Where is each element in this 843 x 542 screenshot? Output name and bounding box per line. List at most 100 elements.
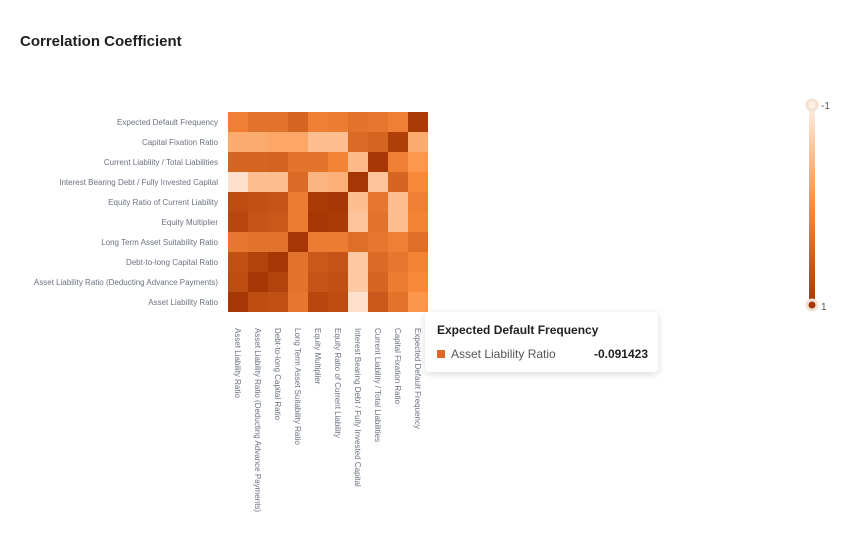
heatmap-cell[interactable] — [308, 232, 328, 252]
heatmap-cell[interactable] — [308, 112, 328, 132]
heatmap-cell[interactable] — [268, 272, 288, 292]
heatmap-cell[interactable] — [408, 112, 428, 132]
heatmap-cell[interactable] — [408, 212, 428, 232]
heatmap-cell[interactable] — [308, 132, 328, 152]
heatmap-cell[interactable] — [328, 292, 348, 312]
heatmap-cell[interactable] — [248, 272, 268, 292]
heatmap-cell[interactable] — [248, 172, 268, 192]
heatmap-cell[interactable] — [308, 252, 328, 272]
heatmap-cell[interactable] — [248, 152, 268, 172]
heatmap-cell[interactable] — [408, 232, 428, 252]
heatmap-cell[interactable] — [408, 152, 428, 172]
heatmap-cell[interactable] — [288, 232, 308, 252]
heatmap-cell[interactable] — [408, 292, 428, 312]
heatmap-cell[interactable] — [268, 292, 288, 312]
heatmap-cell[interactable] — [288, 252, 308, 272]
heatmap-cell[interactable] — [408, 132, 428, 152]
heatmap-cell[interactable] — [248, 192, 268, 212]
heatmap-cell[interactable] — [288, 272, 308, 292]
heatmap-cell[interactable] — [348, 112, 368, 132]
heatmap-cell[interactable] — [288, 172, 308, 192]
heatmap-cell[interactable] — [308, 192, 328, 212]
heatmap-cell[interactable] — [228, 152, 248, 172]
heatmap-cell[interactable] — [288, 112, 308, 132]
heatmap-cell[interactable] — [268, 232, 288, 252]
heatmap-cell[interactable] — [308, 172, 328, 192]
heatmap-cell[interactable] — [328, 132, 348, 152]
heatmap-cell[interactable] — [328, 152, 348, 172]
heatmap-cell[interactable] — [268, 192, 288, 212]
heatmap-cell[interactable] — [348, 252, 368, 272]
heatmap-cell[interactable] — [268, 152, 288, 172]
heatmap-cell[interactable] — [328, 212, 348, 232]
heatmap-cell[interactable] — [388, 192, 408, 212]
heatmap-cell[interactable] — [368, 212, 388, 232]
heatmap-cell[interactable] — [268, 252, 288, 272]
heatmap-cell[interactable] — [348, 172, 368, 192]
heatmap-cell[interactable] — [248, 232, 268, 252]
heatmap-cell[interactable] — [348, 232, 368, 252]
heatmap-cell[interactable] — [368, 232, 388, 252]
heatmap-cell[interactable] — [248, 112, 268, 132]
heatmap-cell[interactable] — [228, 252, 248, 272]
heatmap-cell[interactable] — [268, 172, 288, 192]
heatmap-cell[interactable] — [288, 152, 308, 172]
heatmap-cell[interactable] — [228, 192, 248, 212]
heatmap-cell[interactable] — [328, 192, 348, 212]
heatmap-cell[interactable] — [228, 172, 248, 192]
heatmap-cell[interactable] — [348, 152, 368, 172]
heatmap-cell[interactable] — [248, 212, 268, 232]
heatmap-cell[interactable] — [308, 292, 328, 312]
heatmap-cell[interactable] — [328, 172, 348, 192]
heatmap-cell[interactable] — [228, 292, 248, 312]
heatmap-cell[interactable] — [228, 112, 248, 132]
heatmap-cell[interactable] — [288, 192, 308, 212]
heatmap-cell[interactable] — [228, 212, 248, 232]
heatmap-cell[interactable] — [348, 292, 368, 312]
heatmap-cell[interactable] — [328, 252, 348, 272]
heatmap-cell[interactable] — [328, 232, 348, 252]
heatmap-cell[interactable] — [388, 172, 408, 192]
heatmap-cell[interactable] — [368, 172, 388, 192]
heatmap-cell[interactable] — [368, 252, 388, 272]
heatmap-cell[interactable] — [288, 292, 308, 312]
heatmap-cell[interactable] — [388, 232, 408, 252]
heatmap-cell[interactable] — [408, 272, 428, 292]
heatmap-cell[interactable] — [388, 272, 408, 292]
heatmap-cell[interactable] — [348, 212, 368, 232]
heatmap-cell[interactable] — [348, 132, 368, 152]
heatmap-cell[interactable] — [308, 272, 328, 292]
legend-max-handle[interactable] — [805, 298, 819, 312]
heatmap-cell[interactable] — [408, 192, 428, 212]
heatmap-cell[interactable] — [328, 112, 348, 132]
heatmap-cell[interactable] — [408, 172, 428, 192]
heatmap-cell[interactable] — [308, 152, 328, 172]
heatmap-cell[interactable] — [388, 132, 408, 152]
heatmap-cell[interactable] — [288, 132, 308, 152]
heatmap-cell[interactable] — [228, 272, 248, 292]
heatmap-cell[interactable] — [388, 152, 408, 172]
heatmap-cell[interactable] — [328, 272, 348, 292]
heatmap-cell[interactable] — [388, 112, 408, 132]
heatmap-cell[interactable] — [388, 212, 408, 232]
legend-min-handle[interactable] — [805, 98, 819, 112]
heatmap-cell[interactable] — [268, 132, 288, 152]
heatmap-cell[interactable] — [408, 252, 428, 272]
heatmap-cell[interactable] — [368, 272, 388, 292]
heatmap-cell[interactable] — [348, 192, 368, 212]
heatmap-cell[interactable] — [248, 292, 268, 312]
heatmap-cell[interactable] — [348, 272, 368, 292]
heatmap-cell[interactable] — [368, 132, 388, 152]
heatmap-cell[interactable] — [228, 232, 248, 252]
heatmap-cell[interactable] — [248, 252, 268, 272]
heatmap-cell[interactable] — [248, 132, 268, 152]
heatmap-cell[interactable] — [368, 192, 388, 212]
heatmap-cell[interactable] — [268, 112, 288, 132]
heatmap-cell[interactable] — [388, 252, 408, 272]
heatmap-cell[interactable] — [288, 212, 308, 232]
heatmap-cell[interactable] — [308, 212, 328, 232]
heatmap-cell[interactable] — [368, 292, 388, 312]
heatmap-cell[interactable] — [368, 112, 388, 132]
heatmap-cell[interactable] — [268, 212, 288, 232]
heatmap-cell[interactable] — [368, 152, 388, 172]
